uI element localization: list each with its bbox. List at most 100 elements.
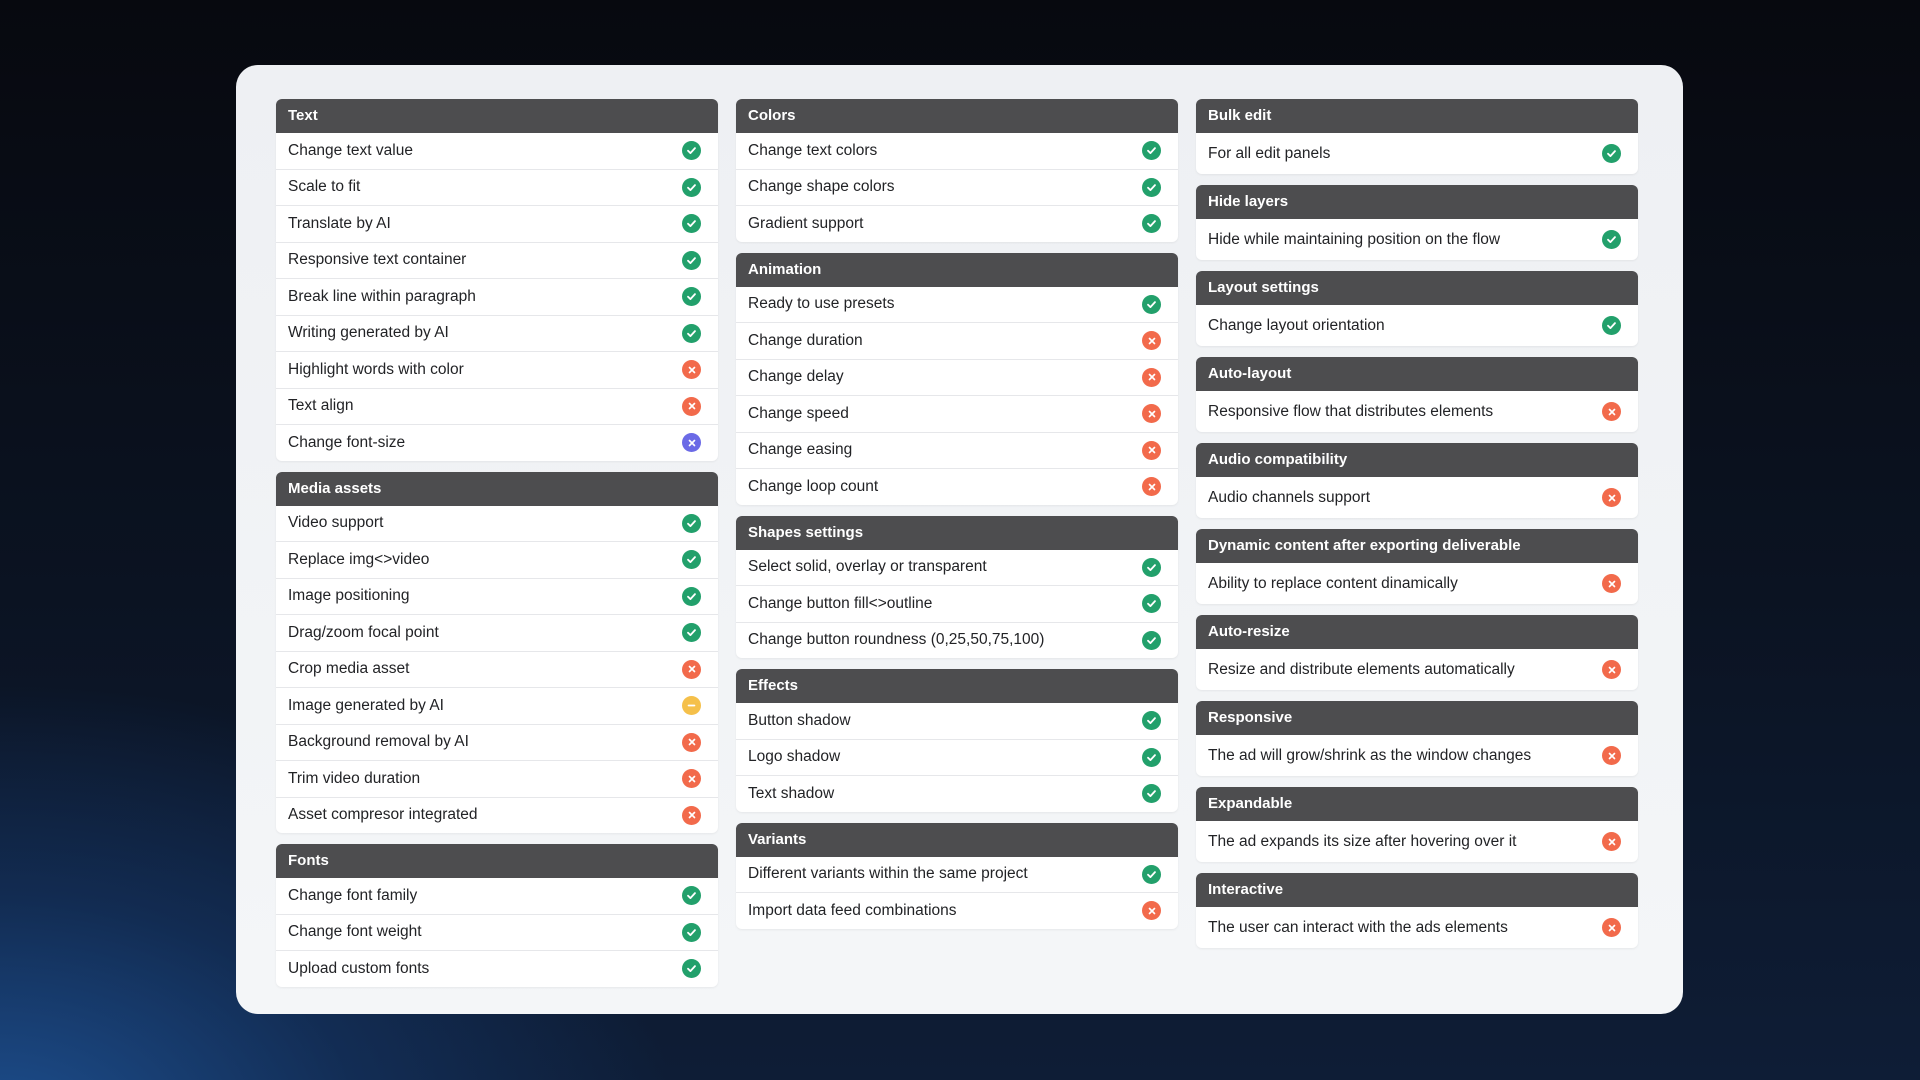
feature-row: Button shadow	[736, 703, 1178, 739]
card-auto-layout: Auto-layout Responsive flow that distribu…	[1196, 357, 1638, 432]
check-icon	[1602, 230, 1621, 249]
check-icon	[682, 141, 701, 161]
feature-list: Change font family Change font weight Uplo…	[276, 878, 718, 987]
feature-row: Image positioning	[276, 577, 718, 615]
check-icon	[1142, 630, 1161, 650]
check-icon	[682, 550, 701, 570]
feature-label: For all edit panels	[1208, 144, 1331, 162]
cross-icon	[1602, 746, 1621, 765]
feature-label: Resize and distribute elements automatic…	[1208, 660, 1515, 678]
card-shapes-settings: Shapes settings Select solid, overlay or …	[736, 515, 1178, 659]
card-title: Expandable	[1196, 787, 1638, 821]
cross-purple-icon	[682, 433, 701, 453]
feature-label: Video support	[288, 514, 384, 532]
feature-row: Drag/zoom focal point	[276, 614, 718, 651]
minus-icon	[682, 696, 701, 716]
feature-label: Change delay	[748, 368, 844, 386]
feature-row: Change font family	[276, 878, 718, 914]
feature-label: Ready to use presets	[748, 295, 895, 313]
feature-label: Scale to fit	[288, 178, 361, 196]
feature-label: Change duration	[748, 331, 863, 349]
feature-row: Asset compresor integrated	[276, 796, 718, 834]
feature-row: Change delay	[736, 358, 1178, 396]
check-icon	[1142, 557, 1161, 577]
feature-label: Drag/zoom focal point	[288, 623, 439, 641]
cross-icon	[1142, 331, 1161, 351]
feature-list: Change text value Scale to fit Translate b…	[276, 133, 718, 461]
cross-icon	[682, 769, 701, 789]
feature-label: Background removal by AI	[288, 733, 469, 751]
column-2: Colors Change text colors Change shape col…	[736, 99, 1178, 940]
cross-icon	[1142, 440, 1161, 460]
cross-icon	[1602, 574, 1621, 593]
card-title: Auto-resize	[1196, 615, 1638, 649]
feature-row: The ad expands its size after hovering o…	[1196, 821, 1638, 862]
check-icon	[682, 177, 701, 197]
card-interactive: Interactive The user can interact with th…	[1196, 873, 1638, 948]
check-icon	[682, 287, 701, 307]
feature-list: Button shadow Logo shadow Text shadow	[736, 703, 1178, 812]
feature-label: Break line within paragraph	[288, 287, 476, 305]
cross-icon	[1142, 477, 1161, 497]
feature-row: Responsive flow that distributes element…	[1196, 391, 1638, 432]
cross-icon	[682, 396, 701, 416]
feature-row: Change loop count	[736, 468, 1178, 505]
feature-row: Different variants within the same proje…	[736, 857, 1178, 893]
feature-label: Image generated by AI	[288, 696, 444, 714]
cross-icon	[1142, 367, 1161, 387]
check-icon	[682, 886, 701, 906]
check-icon	[682, 959, 701, 979]
cross-icon	[1142, 404, 1161, 424]
feature-label: Gradient support	[748, 214, 864, 232]
feature-row: Scale to fit	[276, 168, 718, 206]
feature-row: Change duration	[736, 322, 1178, 359]
cross-icon	[682, 732, 701, 752]
feature-label: Change text colors	[748, 141, 878, 159]
check-icon	[682, 922, 701, 942]
feature-row: Change easing	[736, 431, 1178, 469]
feature-label: Crop media asset	[288, 660, 410, 678]
card-fonts: Fonts Change font family Change font weigh…	[276, 844, 718, 987]
check-icon	[1142, 214, 1161, 234]
feature-list: Ready to use presets Change duration Chang…	[736, 287, 1178, 505]
card-auto-resize: Auto-resize Resize and distribute element…	[1196, 615, 1638, 690]
feature-label: Responsive flow that distributes element…	[1208, 402, 1494, 420]
feature-list: Different variants within the same proje…	[736, 857, 1178, 929]
feature-row: Change button fill<>outline	[736, 585, 1178, 622]
feature-list: Hide while maintaining position on the f…	[1196, 219, 1638, 260]
feature-row: Change shape colors	[736, 168, 1178, 206]
card-title: Colors	[736, 99, 1178, 133]
feature-row: Gradient support	[736, 205, 1178, 242]
feature-row: Text align	[276, 387, 718, 425]
feature-row: Select solid, overlay or transparent	[736, 550, 1178, 586]
cross-icon	[1602, 488, 1621, 507]
check-icon	[682, 323, 701, 343]
check-icon	[1142, 177, 1161, 197]
feature-row: Hide while maintaining position on the f…	[1196, 219, 1638, 260]
card-title: Media assets	[276, 471, 718, 506]
card-variants: Variants Different variants within the sa…	[736, 822, 1178, 929]
feature-list: Resize and distribute elements automatic…	[1196, 649, 1638, 690]
cross-icon	[1602, 660, 1621, 679]
feature-label: Change text value	[288, 141, 413, 159]
feature-row: The user can interact with the ads eleme…	[1196, 907, 1638, 948]
feature-label: The user can interact with the ads eleme…	[1208, 918, 1508, 936]
feature-label: Change loop count	[748, 477, 879, 495]
card-responsive: Responsive The ad will grow/shrink as the…	[1196, 701, 1638, 776]
check-icon	[1142, 864, 1161, 884]
feature-row: Change button roundness (0,25,50,75,100)	[736, 621, 1178, 659]
cross-icon	[682, 659, 701, 679]
feature-row: Change font-size	[276, 424, 718, 461]
card-title: Hide layers	[1196, 185, 1638, 219]
feature-row: Translate by AI	[276, 205, 718, 242]
feature-row: Video support	[276, 506, 718, 542]
feature-list: The user can interact with the ads eleme…	[1196, 907, 1638, 948]
check-icon	[1142, 294, 1161, 314]
feature-label: Ability to replace content dinamically	[1208, 574, 1458, 592]
card-dynamic-content-after-exporting-deliverable: Dynamic content after exporting delivera…	[1196, 529, 1638, 604]
card-bulk-edit: Bulk edit For all edit panels	[1196, 99, 1638, 174]
card-title: Bulk edit	[1196, 99, 1638, 133]
card-colors: Colors Change text colors Change shape col…	[736, 99, 1178, 242]
feature-row: Writing generated by AI	[276, 314, 718, 352]
feature-label: Text shadow	[748, 784, 835, 802]
